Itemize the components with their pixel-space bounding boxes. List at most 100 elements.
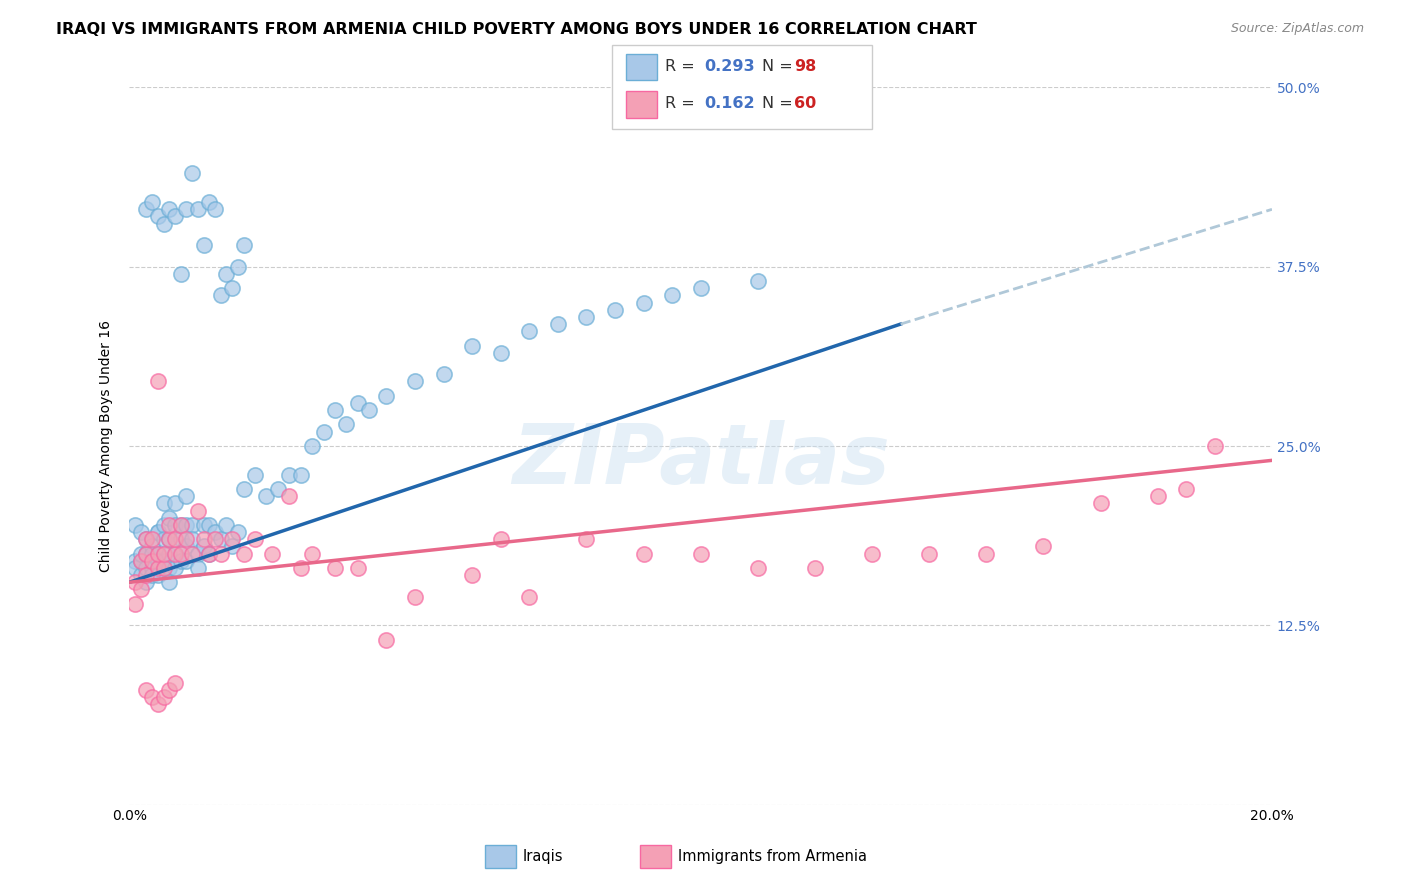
Point (689, 281, 711, 295)
Point (243, 467, 266, 482)
Point (152, 561, 174, 575)
Point (204, 524, 226, 539)
Point (124, 554, 146, 568)
Point (187, 561, 209, 575)
Point (152, 217, 174, 231)
Text: 0.293: 0.293 (704, 59, 755, 73)
Point (221, 533, 243, 547)
Point (181, 547, 204, 561)
Point (461, 568, 484, 582)
Point (176, 554, 198, 568)
Point (129, 524, 152, 539)
Point (278, 467, 301, 482)
Point (633, 295, 655, 310)
Point (359, 403, 381, 417)
Point (232, 238, 254, 252)
Point (860, 547, 883, 561)
Point (312, 425, 335, 439)
Point (193, 238, 215, 252)
Point (135, 547, 157, 561)
Point (135, 533, 157, 547)
Point (170, 267, 193, 281)
Point (290, 467, 312, 482)
Point (747, 561, 769, 575)
Point (489, 533, 512, 547)
Point (124, 561, 146, 575)
Point (375, 389, 398, 403)
Point (157, 517, 180, 532)
Text: Source: ZipAtlas.com: Source: ZipAtlas.com (1230, 22, 1364, 36)
Text: Immigrants from Armenia: Immigrants from Armenia (678, 849, 866, 863)
Point (146, 568, 169, 582)
Point (124, 597, 146, 611)
Point (198, 547, 221, 561)
Point (163, 547, 186, 561)
Point (141, 568, 163, 582)
Point (135, 561, 157, 575)
Text: Iraqis: Iraqis (523, 849, 564, 863)
Point (152, 533, 174, 547)
Point (176, 489, 198, 503)
Point (804, 561, 827, 575)
Point (157, 202, 180, 217)
Point (157, 533, 180, 547)
Point (146, 375, 169, 389)
Point (301, 547, 323, 561)
Point (163, 210, 186, 224)
Point (176, 517, 198, 532)
Point (335, 417, 357, 432)
Point (461, 338, 484, 352)
Point (146, 547, 169, 561)
Point (243, 533, 266, 547)
Point (176, 202, 198, 217)
Point (152, 554, 174, 568)
Point (124, 575, 146, 590)
Point (152, 547, 174, 561)
Point (135, 202, 157, 217)
Point (135, 547, 157, 561)
Point (152, 561, 174, 575)
Point (204, 202, 226, 217)
Point (181, 517, 204, 532)
Point (1204, 439, 1226, 453)
Point (517, 590, 540, 604)
Point (146, 210, 169, 224)
Point (193, 540, 215, 554)
Point (232, 547, 254, 561)
Point (918, 547, 941, 561)
Point (262, 547, 284, 561)
Point (181, 533, 204, 547)
Point (1032, 540, 1054, 554)
Point (226, 524, 249, 539)
Point (170, 547, 193, 561)
Point (278, 489, 301, 503)
Point (163, 517, 186, 532)
Point (404, 590, 426, 604)
Point (215, 267, 238, 281)
Point (163, 547, 186, 561)
Point (193, 517, 215, 532)
Point (633, 547, 655, 561)
Point (157, 510, 180, 524)
Point (141, 533, 163, 547)
Point (146, 547, 169, 561)
Point (187, 547, 209, 561)
Point (181, 166, 204, 180)
Point (232, 482, 254, 496)
Point (146, 697, 169, 711)
Point (221, 281, 243, 295)
Point (198, 517, 221, 532)
Point (575, 533, 598, 547)
Point (146, 561, 169, 575)
Point (141, 690, 163, 704)
Point (170, 554, 193, 568)
Point (375, 632, 398, 647)
Point (209, 547, 232, 561)
Point (974, 547, 997, 561)
Point (347, 561, 370, 575)
Point (187, 503, 209, 517)
Point (301, 439, 323, 453)
Point (152, 690, 174, 704)
Text: 0.162: 0.162 (704, 96, 755, 111)
Point (290, 561, 312, 575)
